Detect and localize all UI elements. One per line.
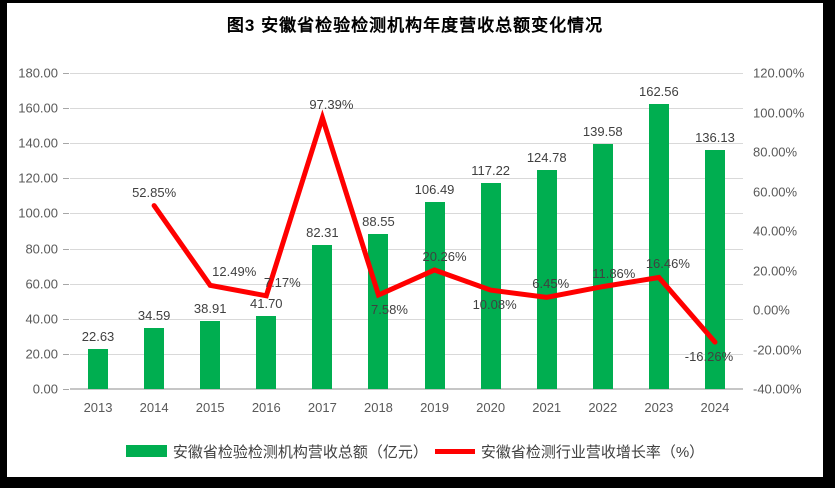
bar-data-label: 136.13 bbox=[695, 130, 735, 146]
left-axis-tick bbox=[63, 353, 69, 355]
line-data-label: 6.45% bbox=[532, 276, 570, 292]
x-axis-tick-label: 2022 bbox=[588, 400, 618, 415]
bar-2020 bbox=[480, 183, 501, 389]
right-axis-tick-label: 120.00% bbox=[753, 65, 805, 81]
right-axis-tick-label: -20.00% bbox=[753, 342, 802, 357]
bar-data-label: 117.22 bbox=[471, 163, 511, 179]
growth-line bbox=[151, 109, 718, 345]
bar-data-label: 22.63 bbox=[81, 329, 115, 345]
bar-data-label: 88.55 bbox=[362, 213, 395, 229]
legend-item-growth: 安徽省检测行业营收增长率（%） bbox=[434, 441, 705, 462]
left-axis-tick-label: 20.00 bbox=[25, 346, 58, 362]
x-axis-tick-label: 2017 bbox=[307, 400, 337, 415]
left-axis-tick bbox=[63, 389, 69, 390]
bar-data-label: 38.91 bbox=[193, 300, 227, 316]
x-axis-tick-label: 2016 bbox=[251, 400, 281, 415]
bar-2024 bbox=[704, 150, 725, 389]
line-data-label: 10.08% bbox=[472, 297, 517, 313]
bar-data-label: 41.70 bbox=[250, 295, 283, 311]
left-axis-tick bbox=[63, 283, 69, 285]
bar-data-label: 34.59 bbox=[137, 308, 171, 324]
left-axis-tick bbox=[63, 248, 69, 250]
right-axis-tick-label: 60.00% bbox=[753, 184, 798, 199]
right-axis-tick-label: 80.00% bbox=[753, 144, 798, 160]
line-data-label: 7.58% bbox=[371, 302, 408, 318]
x-axis-tick-label: 2020 bbox=[476, 400, 506, 415]
x-axis-tick-label: 2013 bbox=[83, 400, 113, 415]
bar-data-label: 82.31 bbox=[306, 224, 339, 240]
line-data-label: -16.26% bbox=[684, 349, 734, 365]
growth-line-layer bbox=[151, 109, 718, 345]
left-axis-tick bbox=[63, 178, 69, 180]
gridline bbox=[70, 318, 743, 320]
chart-title: 图3 安徽省检验检测机构年度营收总额变化情况 bbox=[226, 16, 604, 35]
x-axis-tick-label: 2018 bbox=[363, 400, 393, 415]
legend: 安徽省检验检测机构营收总额（亿元） 安徽省检测行业营收增长率（%） bbox=[7, 439, 823, 463]
bar-2019 bbox=[424, 202, 445, 389]
right-axis-tick-label: 40.00% bbox=[753, 223, 798, 239]
left-axis-tick-label: 120.00 bbox=[18, 170, 58, 186]
right-axis-tick-label: 0.00% bbox=[753, 302, 790, 318]
left-axis-tick bbox=[63, 143, 69, 145]
bar-2017 bbox=[312, 244, 333, 389]
line-series-swatch-icon bbox=[434, 448, 475, 454]
left-axis-tick bbox=[63, 73, 69, 74]
left-axis-tick-label: 160.00 bbox=[18, 100, 58, 116]
gridline bbox=[70, 108, 743, 110]
legend-label-revenue: 安徽省检验检测机构营收总额（亿元） bbox=[172, 443, 428, 461]
legend-item-revenue: 安徽省检验检测机构营收总额（亿元） bbox=[125, 441, 428, 462]
x-axis-line bbox=[70, 388, 743, 390]
gridline bbox=[70, 178, 743, 180]
legend-label-growth: 安徽省检测行业营收增长率（%） bbox=[480, 443, 705, 461]
line-data-label: 97.39% bbox=[309, 96, 354, 112]
right-axis-tick-label: -40.00% bbox=[753, 381, 802, 397]
left-axis-tick-label: 60.00 bbox=[25, 276, 58, 292]
bar-2023 bbox=[648, 103, 669, 389]
bar-data-label: 106.49 bbox=[414, 182, 455, 198]
bar-2013 bbox=[88, 349, 109, 389]
line-data-label: 16.46% bbox=[645, 256, 690, 272]
chart-frame: 图3 安徽省检验检测机构年度营收总额变化情况 180.00 160.00 140.0… bbox=[7, 3, 823, 477]
left-axis-tick bbox=[63, 108, 69, 110]
left-axis-tick-label: 180.00 bbox=[18, 65, 58, 81]
x-axis-tick-label: 2014 bbox=[139, 400, 169, 415]
gridline bbox=[70, 248, 743, 250]
left-axis-tick-label: 0.00 bbox=[32, 381, 58, 397]
left-axis-tick-label: 140.00 bbox=[18, 135, 58, 151]
x-axis-tick-label: 2019 bbox=[420, 400, 449, 415]
left-axis-tick bbox=[63, 213, 69, 215]
gridline bbox=[70, 353, 743, 355]
gridline bbox=[70, 213, 743, 215]
right-axis-tick-label: 20.00% bbox=[753, 263, 798, 278]
plot-area: 22.63 34.59 38.91 41.70 82.31 88.55 106.49 117.… bbox=[70, 73, 743, 390]
x-axis-tick-label: 2024 bbox=[700, 400, 730, 415]
left-axis-tick-label: 40.00 bbox=[25, 311, 58, 327]
line-data-label: 12.49% bbox=[212, 264, 257, 280]
gridline bbox=[70, 143, 743, 145]
gridline bbox=[70, 73, 743, 74]
line-data-label: 52.85% bbox=[132, 184, 177, 200]
bar-data-label: 162.56 bbox=[638, 83, 679, 99]
x-axis-tick-label: 2023 bbox=[644, 400, 674, 415]
bar-series-swatch-icon bbox=[125, 445, 167, 457]
bar-2016 bbox=[256, 315, 277, 389]
x-axis-tick-label: 2021 bbox=[532, 400, 562, 415]
bar-2015 bbox=[200, 320, 221, 389]
x-axis-tick-label: 2015 bbox=[195, 400, 225, 415]
bar-2022 bbox=[592, 143, 613, 389]
left-axis-tick-label: 80.00 bbox=[25, 241, 58, 257]
left-axis-tick bbox=[63, 318, 69, 320]
left-axis-tick-label: 100.00 bbox=[18, 205, 58, 221]
bar-data-label: 139.58 bbox=[582, 123, 623, 139]
bar-2021 bbox=[536, 169, 557, 389]
right-axis-tick-label: 100.00% bbox=[753, 105, 805, 120]
bar-2014 bbox=[144, 328, 165, 389]
line-data-label: 7.17% bbox=[263, 274, 301, 290]
line-data-label: 11.86% bbox=[592, 265, 636, 281]
line-data-label: 20.26% bbox=[422, 248, 467, 264]
bar-data-label: 124.78 bbox=[526, 149, 567, 165]
